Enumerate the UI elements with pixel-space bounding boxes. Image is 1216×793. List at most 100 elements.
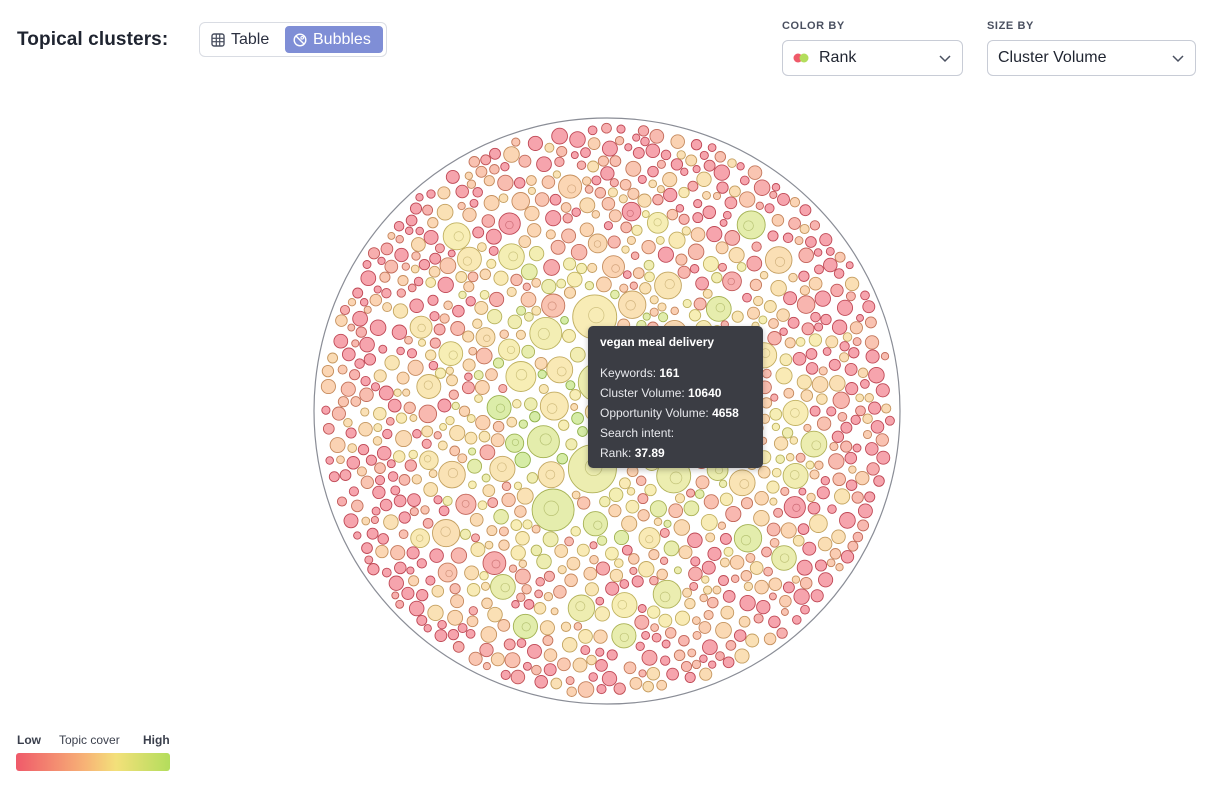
cluster-bubble[interactable] bbox=[369, 319, 387, 336]
cluster-bubble[interactable] bbox=[580, 147, 591, 158]
cluster-bubble[interactable] bbox=[340, 381, 356, 397]
cluster-bubble[interactable] bbox=[728, 469, 756, 497]
cluster-bubble[interactable] bbox=[489, 455, 516, 482]
cluster-bubble[interactable] bbox=[416, 558, 427, 569]
cluster-bubble[interactable] bbox=[663, 519, 672, 528]
cluster-bubble[interactable] bbox=[632, 133, 641, 142]
cluster-bubble[interactable] bbox=[708, 660, 717, 669]
cluster-bubble[interactable] bbox=[437, 276, 454, 294]
cluster-bubble[interactable] bbox=[849, 321, 863, 335]
cluster-bubble[interactable] bbox=[422, 517, 434, 529]
cluster-bubble[interactable] bbox=[769, 497, 778, 506]
cluster-bubble[interactable] bbox=[443, 300, 453, 311]
cluster-bubble[interactable] bbox=[745, 633, 760, 648]
cluster-bubble[interactable] bbox=[406, 546, 420, 560]
cluster-bubble[interactable] bbox=[688, 566, 703, 582]
cluster-bubble[interactable] bbox=[582, 176, 592, 186]
cluster-bubble[interactable] bbox=[864, 393, 874, 403]
cluster-bubble[interactable] bbox=[746, 255, 763, 272]
cluster-bubble[interactable] bbox=[820, 476, 830, 486]
cluster-bubble[interactable] bbox=[416, 374, 442, 399]
cluster-bubble[interactable] bbox=[644, 483, 657, 497]
cluster-bubble[interactable] bbox=[875, 433, 889, 447]
cluster-bubble[interactable] bbox=[343, 513, 359, 529]
cluster-bubble[interactable] bbox=[498, 212, 521, 235]
cluster-bubble[interactable] bbox=[395, 430, 413, 448]
cluster-bubble[interactable] bbox=[416, 588, 429, 602]
cluster-bubble[interactable] bbox=[816, 416, 832, 431]
cluster-bubble[interactable] bbox=[719, 532, 732, 545]
cluster-bubble[interactable] bbox=[621, 515, 638, 532]
cluster-bubble[interactable] bbox=[819, 233, 833, 247]
cluster-bubble[interactable] bbox=[385, 416, 395, 426]
cluster-bubble[interactable] bbox=[457, 201, 466, 211]
cluster-bubble[interactable] bbox=[855, 470, 870, 486]
cluster-bubble[interactable] bbox=[637, 174, 647, 184]
cluster-bubble[interactable] bbox=[695, 475, 710, 490]
cluster-bubble[interactable] bbox=[646, 666, 661, 681]
cluster-bubble[interactable] bbox=[498, 338, 521, 361]
cluster-bubble[interactable] bbox=[560, 621, 572, 632]
cluster-bubble[interactable] bbox=[884, 415, 895, 426]
cluster-bubble[interactable] bbox=[848, 465, 857, 474]
cluster-bubble[interactable] bbox=[450, 321, 466, 336]
cluster-bubble[interactable] bbox=[596, 535, 608, 546]
cluster-bubble[interactable] bbox=[403, 401, 416, 414]
cluster-bubble[interactable] bbox=[783, 291, 798, 306]
cluster-bubble[interactable] bbox=[395, 234, 404, 244]
cluster-bubble[interactable] bbox=[776, 308, 790, 322]
cluster-bubble[interactable] bbox=[834, 488, 851, 505]
cluster-bubble[interactable] bbox=[573, 622, 583, 631]
cluster-bubble[interactable] bbox=[359, 298, 369, 307]
cluster-bubble[interactable] bbox=[356, 466, 367, 477]
cluster-bubble[interactable] bbox=[622, 270, 632, 279]
cluster-bubble[interactable] bbox=[442, 495, 453, 506]
cluster-bubble[interactable] bbox=[582, 511, 608, 537]
cluster-bubble[interactable] bbox=[537, 461, 565, 489]
cluster-bubble[interactable] bbox=[668, 231, 686, 249]
cluster-bubble[interactable] bbox=[475, 327, 496, 348]
cluster-bubble[interactable] bbox=[795, 337, 806, 347]
cluster-bubble[interactable] bbox=[771, 467, 782, 478]
cluster-bubble[interactable] bbox=[773, 436, 789, 451]
cluster-bubble[interactable] bbox=[407, 283, 417, 293]
cluster-bubble[interactable] bbox=[626, 487, 636, 496]
cluster-bubble[interactable] bbox=[379, 498, 393, 512]
cluster-bubble[interactable] bbox=[437, 440, 448, 451]
cluster-bubble[interactable] bbox=[463, 281, 475, 293]
cluster-bubble[interactable] bbox=[417, 338, 427, 347]
cluster-bubble[interactable] bbox=[603, 221, 613, 231]
cluster-bubble[interactable] bbox=[404, 226, 414, 236]
cluster-bubble[interactable] bbox=[511, 600, 520, 609]
cluster-bubble[interactable] bbox=[597, 155, 609, 167]
cluster-bubble[interactable] bbox=[576, 543, 590, 557]
cluster-bubble[interactable] bbox=[543, 570, 555, 582]
cluster-bubble[interactable] bbox=[705, 296, 732, 322]
cluster-bubble[interactable] bbox=[643, 259, 655, 271]
cluster-bubble[interactable] bbox=[513, 177, 526, 189]
cluster-bubble[interactable] bbox=[840, 550, 855, 564]
cluster-bubble[interactable] bbox=[647, 165, 659, 178]
cluster-bubble[interactable] bbox=[799, 285, 811, 296]
cluster-bubble[interactable] bbox=[692, 630, 702, 640]
cluster-bubble[interactable] bbox=[775, 454, 785, 464]
cluster-bubble[interactable] bbox=[613, 682, 626, 695]
cluster-bubble[interactable] bbox=[572, 657, 588, 673]
cluster-bubble[interactable] bbox=[718, 479, 728, 488]
cluster-bubble[interactable] bbox=[630, 251, 640, 260]
cluster-bubble[interactable] bbox=[466, 414, 476, 423]
cluster-bubble[interactable] bbox=[576, 160, 587, 170]
cluster-bubble[interactable] bbox=[539, 620, 555, 636]
cluster-bubble[interactable] bbox=[438, 341, 464, 366]
cluster-bubble[interactable] bbox=[739, 594, 756, 612]
cluster-bubble[interactable] bbox=[370, 382, 381, 392]
cluster-bubble[interactable] bbox=[722, 271, 742, 292]
cluster-bubble[interactable] bbox=[415, 226, 424, 236]
cluster-bubble[interactable] bbox=[641, 630, 651, 640]
cluster-bubble[interactable] bbox=[455, 184, 469, 199]
cluster-bubble[interactable] bbox=[649, 575, 659, 586]
cluster-bubble[interactable] bbox=[377, 256, 386, 266]
cluster-bubble[interactable] bbox=[558, 419, 570, 431]
cluster-bubble[interactable] bbox=[641, 210, 650, 219]
cluster-bubble[interactable] bbox=[486, 258, 497, 269]
